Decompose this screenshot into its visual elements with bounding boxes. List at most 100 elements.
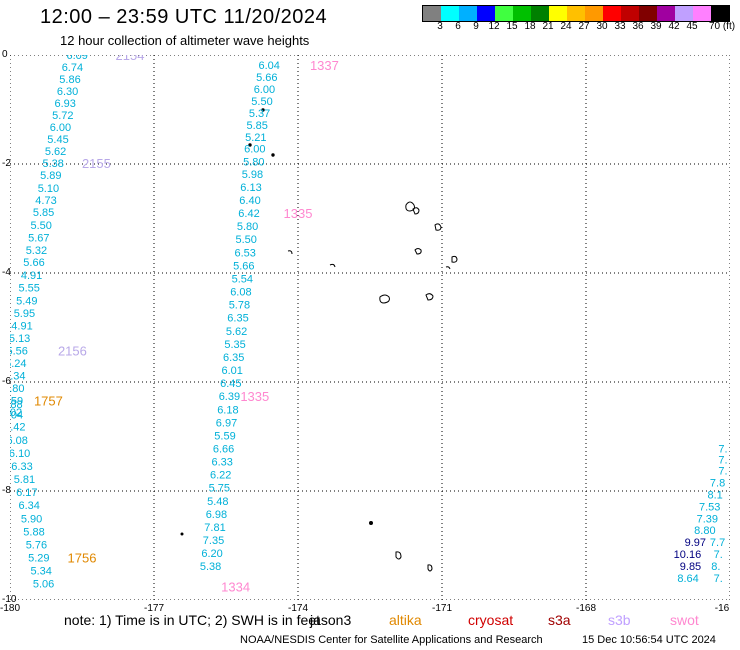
wave-height-label: 6.09 xyxy=(66,55,87,62)
pass-time-label: 1756 xyxy=(68,551,97,566)
colorbar-tick: 21 xyxy=(542,21,554,32)
wave-height-label: 5.67 xyxy=(28,233,49,245)
wave-height-label: 6.30 xyxy=(57,86,78,98)
wave-height-label: 5.80 xyxy=(237,221,258,233)
wave-height-label: 4.91 xyxy=(21,270,42,282)
y-tick-label: -4 xyxy=(2,267,11,278)
satellite-altika: altika xyxy=(389,612,422,628)
satellite-s3a: s3a xyxy=(548,612,571,628)
colorbar-swatch xyxy=(711,6,729,21)
wave-height-label: 6.40 xyxy=(239,195,260,207)
wave-height-label: 7. xyxy=(718,454,727,466)
wave-height-label: 5.56 xyxy=(10,345,28,357)
wave-height-label: 6.53 xyxy=(234,247,255,259)
wave-height-label: 4.73 xyxy=(35,195,56,207)
wave-height-label: 5.62 xyxy=(226,326,247,338)
wave-height-label: 5.55 xyxy=(18,283,39,295)
wave-height-label: 5.38 xyxy=(200,561,221,573)
wave-height-label: 5.80 xyxy=(10,383,25,395)
island xyxy=(261,108,265,112)
wave-height-label: 6.74 xyxy=(62,62,83,74)
x-tick-label: -174 xyxy=(287,603,309,614)
pass-time-label: 1335 xyxy=(284,206,313,221)
generation-timestamp: 15 Dec 10:56:54 UTC 2024 xyxy=(582,634,716,646)
colorbar-swatch xyxy=(585,6,603,21)
pass-time-label: 2154 xyxy=(116,55,145,63)
wave-height-label: 7. xyxy=(718,465,727,477)
wave-height-label: 6.93 xyxy=(54,98,75,110)
wave-height-label: 5.45 xyxy=(47,134,68,146)
wave-height-label: 5.49 xyxy=(16,295,37,307)
island xyxy=(445,266,451,270)
wave-height-label: 6.00 xyxy=(244,144,265,156)
island xyxy=(287,250,293,255)
colorbar-swatch xyxy=(531,6,549,21)
island xyxy=(412,207,420,215)
colorbar-swatch xyxy=(567,6,585,21)
satellite-jason3: jason3 xyxy=(310,612,352,628)
colorbar-swatch xyxy=(621,6,639,21)
island xyxy=(248,143,252,147)
wave-height-label: 5.88 xyxy=(10,399,23,411)
satellite-swot: swot xyxy=(670,612,699,628)
colorbar-tick: 3 xyxy=(437,21,443,32)
wave-height-label: 5.66 xyxy=(256,72,277,84)
colorbar-tick: 24 xyxy=(560,21,572,32)
map-title: 12:00 – 23:59 UTC 11/20/2024 xyxy=(40,6,328,28)
x-tick-label: -177 xyxy=(143,603,165,614)
colorbar-swatch xyxy=(495,6,513,21)
wave-height-label: 8.64 xyxy=(677,573,698,585)
wave-height-label: 5.59 xyxy=(214,430,235,442)
colorbar-tick: 36 xyxy=(632,21,644,32)
wave-height-label: 5.37 xyxy=(249,108,270,120)
y-tick-label: -8 xyxy=(2,485,11,496)
colorbar-swatch xyxy=(459,6,477,21)
colorbar-swatch xyxy=(675,6,693,21)
wave-height-label: 10.16 xyxy=(674,549,702,561)
island xyxy=(451,255,458,263)
wave-height-label: 5.50 xyxy=(235,234,256,246)
wave-height-label: 7.7 xyxy=(710,537,725,549)
wave-height-label: 5.98 xyxy=(242,169,263,181)
wave-height-label: 5.54 xyxy=(232,273,253,285)
island xyxy=(434,223,442,231)
colorbar-swatch xyxy=(441,6,459,21)
colorbar-tick: 39 xyxy=(650,21,662,32)
wave-height-label: 6.00 xyxy=(50,122,71,134)
wave-height-label: 5.13 xyxy=(10,333,30,345)
wave-height-label: 5.78 xyxy=(229,300,250,312)
wave-height-label: 9.85 xyxy=(680,561,701,573)
map-subtitle: 12 hour collection of altimeter wave hei… xyxy=(60,33,310,48)
x-tick-label: -16 xyxy=(714,603,730,614)
wave-height-label: 5.10 xyxy=(38,183,59,195)
wave-height-label: 6.35 xyxy=(227,313,248,325)
credit-line: NOAA/NESDIS Center for Satellite Applica… xyxy=(240,634,543,646)
wave-height-map: 6.096.745.866.306.935.726.005.455.625.38… xyxy=(10,55,730,600)
island xyxy=(425,293,434,301)
wave-height-label: 6.34 xyxy=(10,371,26,383)
wave-height-label: 6.34 xyxy=(18,500,39,512)
wave-height-label: 5.29 xyxy=(28,553,49,565)
colorbar-tick: 27 xyxy=(578,21,590,32)
colorbar-tick: 33 xyxy=(614,21,626,32)
colorbar-legend xyxy=(422,5,730,22)
wave-height-label: 7. xyxy=(714,573,723,585)
y-tick-label: 0 xyxy=(2,49,8,60)
wave-height-label: 5.85 xyxy=(33,207,54,219)
wave-height-label: 5.21 xyxy=(245,132,266,144)
wave-height-label: 6.01 xyxy=(221,365,242,377)
wave-height-label: 7.81 xyxy=(204,522,225,534)
colorbar-swatch xyxy=(513,6,531,21)
wave-height-label: 5.89 xyxy=(40,170,61,182)
island xyxy=(379,294,390,304)
wave-height-label: 7. xyxy=(714,549,723,561)
island xyxy=(427,564,433,572)
colorbar-tick: 15 xyxy=(506,21,518,32)
islands xyxy=(180,108,458,572)
wave-height-label: 9.97 xyxy=(685,537,706,549)
wave-height-label: 5.06 xyxy=(33,579,54,591)
wave-height-label: 8.1 xyxy=(708,489,723,501)
wave-height-label: 5.32 xyxy=(26,245,47,257)
pass-time-label: 2155 xyxy=(82,156,111,171)
colorbar-tick: 45 xyxy=(686,21,698,32)
